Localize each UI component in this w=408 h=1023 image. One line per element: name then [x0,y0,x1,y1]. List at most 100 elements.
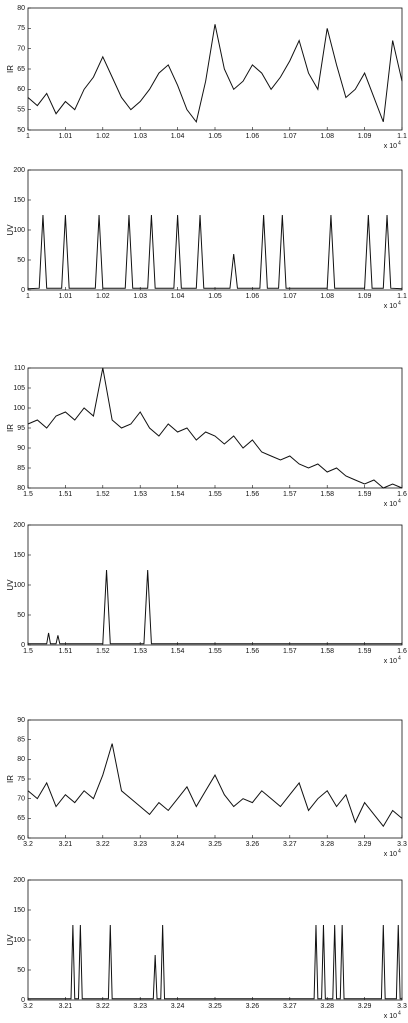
x-tick-label: 1.59 [358,648,372,655]
y-tick-label: 0 [21,997,25,1004]
x-tick-label: 1.05 [208,133,222,140]
x-tick-label: 3.29 [358,1003,372,1010]
x-tick-label: 3.25 [208,841,222,848]
y-tick-label: 150 [13,197,25,204]
y-tick-label: 70 [17,796,25,803]
y-tick-label: 80 [17,485,25,492]
x-tick-label: 1.09 [358,133,372,140]
x-tick-label: 1.02 [96,293,110,300]
y-axis-label: UV [6,934,15,946]
y-tick-label: 90 [17,445,25,452]
y-tick-label: 80 [17,756,25,763]
y-tick-label: 75 [17,25,25,32]
y-tick-label: 80 [17,5,25,12]
data-line [27,367,403,489]
x-tick-label: 1.06 [246,133,260,140]
y-axis-label: IR [6,424,15,432]
x-tick-label: 1.52 [96,491,110,498]
x-tick-label: 3.2 [23,1003,33,1010]
x-tick-label: 1.5 [23,491,33,498]
y-tick-label: 85 [17,737,25,744]
x-multiplier: x 10 [384,501,397,508]
x-exponent: 4 [398,1010,401,1016]
y-tick-label: 100 [13,405,25,412]
x-exponent: 4 [398,848,401,854]
x-tick-label: 1.53 [133,648,147,655]
y-tick-label: 75 [17,776,25,783]
x-tick-label: 1.03 [133,133,147,140]
x-tick-label: 1.51 [59,648,73,655]
y-tick-label: 65 [17,66,25,73]
y-tick-label: 200 [13,877,25,884]
axes-frame [27,879,403,1001]
y-tick-label: 70 [17,46,25,53]
x-tick-label: 1.59 [358,491,372,498]
y-tick-label: 90 [17,717,25,724]
y-tick-label: 0 [21,287,25,294]
y-axis-label: IR [6,65,15,73]
x-tick-label: 1.07 [283,293,297,300]
x-tick-label: 1 [26,133,30,140]
data-line [27,214,403,290]
x-tick-label: 3.24 [171,1003,185,1010]
y-tick-label: 95 [17,425,25,432]
x-tick-label: 3.2 [23,841,33,848]
x-tick-label: 3.26 [246,1003,260,1010]
x-multiplier: x 10 [384,143,397,150]
x-tick-label: 1.58 [320,648,334,655]
x-tick-label: 1.55 [208,491,222,498]
x-tick-label: 1.54 [171,491,185,498]
x-multiplier: x 10 [384,303,397,310]
data-line [27,24,403,124]
y-tick-label: 50 [17,612,25,619]
x-multiplier: x 10 [384,851,397,858]
x-tick-label: 1.01 [59,293,73,300]
data-line [28,569,402,645]
axes-frame [27,719,403,839]
x-exponent: 4 [398,655,401,661]
y-tick-label: 100 [13,227,25,234]
x-tick-label: 3.25 [208,1003,222,1010]
x-tick-label: 1.57 [283,491,297,498]
axes-frame [27,7,403,131]
data-line [27,743,403,828]
x-tick-label: 1.56 [246,648,260,655]
y-tick-label: 50 [17,127,25,134]
y-tick-label: 55 [17,107,25,114]
y-tick-label: 100 [13,937,25,944]
x-tick-label: 3.22 [96,841,110,848]
y-tick-label: 50 [17,967,25,974]
x-tick-label: 3.26 [246,841,260,848]
x-tick-label: 1.1 [397,293,407,300]
x-tick-label: 3.21 [59,1003,73,1010]
x-tick-label: 1.03 [133,293,147,300]
x-tick-label: 3.28 [320,841,334,848]
x-tick-label: 3.23 [133,1003,147,1010]
x-tick-label: 1.51 [59,491,73,498]
x-exponent: 4 [398,140,401,146]
x-tick-label: 3.3 [397,841,407,848]
x-tick-label: 1.6 [397,648,407,655]
y-axis-label: UV [6,224,15,236]
x-tick-label: 1.02 [96,133,110,140]
x-tick-label: 3.22 [96,1003,110,1010]
y-tick-label: 100 [13,582,25,589]
x-tick-label: 1.55 [208,648,222,655]
x-tick-label: 1.07 [283,133,297,140]
x-tick-label: 1.04 [171,293,185,300]
x-tick-label: 1.5 [23,648,33,655]
x-tick-label: 1.08 [320,293,334,300]
axes-frame [27,169,403,291]
x-tick-label: 1.09 [358,293,372,300]
x-tick-label: 1.57 [283,648,297,655]
x-tick-label: 3.27 [283,841,297,848]
y-tick-label: 60 [17,86,25,93]
x-tick-label: 3.21 [59,841,73,848]
x-multiplier: x 10 [384,658,397,665]
x-tick-label: 3.27 [283,1003,297,1010]
y-tick-label: 110 [14,365,25,372]
x-tick-label: 1.54 [171,648,185,655]
x-tick-label: 3.28 [320,1003,334,1010]
x-tick-label: 1.01 [59,133,73,140]
